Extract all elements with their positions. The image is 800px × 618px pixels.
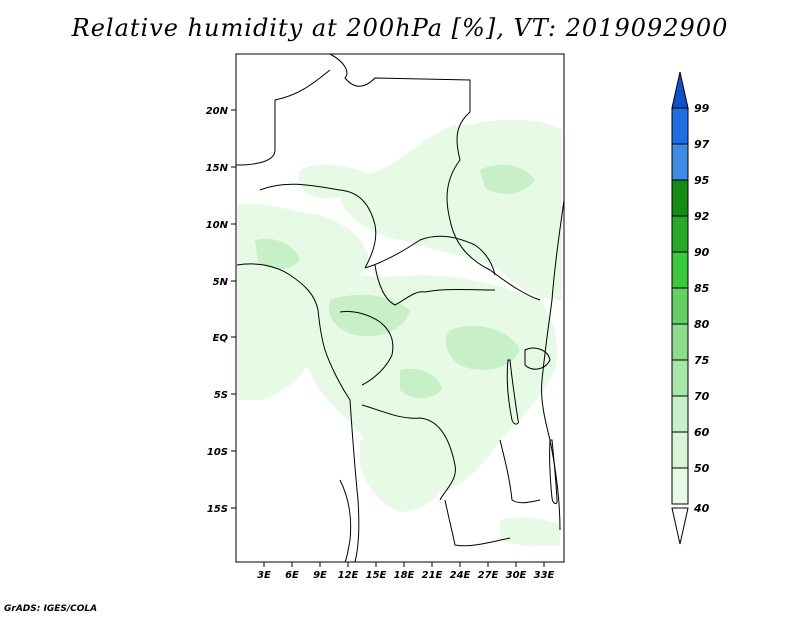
colorbar-bottom-arrow — [671, 507, 689, 545]
border-line-8 — [444, 499, 511, 547]
humidity-region-south — [360, 436, 443, 512]
humidity-core-4 — [480, 164, 535, 194]
colorbar-bin — [671, 467, 689, 505]
colorbar: 99 97 95 92 90 85 80 75 70 60 50 40 — [671, 71, 710, 545]
humidity-core-2 — [445, 326, 520, 370]
lon-label: 15E — [366, 570, 387, 581]
lon-label: 18E — [394, 570, 415, 581]
colorbar-bin — [671, 431, 689, 469]
border-line-4 — [364, 235, 496, 276]
colorbar-label: 85 — [694, 282, 710, 295]
humidity-field-mid — [255, 164, 535, 399]
colorbar-label: 75 — [694, 354, 710, 367]
colorbar-bin — [671, 323, 689, 361]
humidity-region-nw — [298, 164, 370, 199]
colorbar-bin — [671, 359, 689, 397]
lat-label: 20N — [206, 106, 229, 117]
border-line-10 — [499, 439, 541, 504]
border-line-1 — [329, 53, 541, 301]
border-line-5 — [374, 264, 496, 306]
colorbar-label: 50 — [694, 462, 710, 475]
colorbar-label: 40 — [693, 502, 710, 515]
colorbar-label: 99 — [694, 102, 710, 115]
lon-label: 30E — [506, 570, 527, 581]
humidity-region-north — [340, 119, 562, 300]
border-line-2 — [235, 69, 331, 166]
lake-malawi — [549, 439, 558, 504]
colorbar-bin — [671, 287, 689, 325]
humidity-region-southeast — [500, 517, 560, 547]
lon-label: 24E — [450, 570, 471, 581]
colorbar-label: 60 — [694, 426, 710, 439]
humidity-core-1 — [328, 294, 410, 337]
lake-tanganyika — [506, 359, 519, 425]
lat-label: EQ — [213, 333, 229, 344]
lon-axis: 3E 6E 9E 12E 15E 18E 21E 24E 27E 30E 33E — [257, 562, 555, 581]
lat-label: 5N — [213, 277, 229, 288]
grads-credit: GrADS: IGES/COLA — [4, 604, 98, 614]
coastline-west — [236, 263, 360, 563]
lat-label: 10S — [207, 447, 228, 458]
lon-label: 12E — [338, 570, 359, 581]
lon-label: 3E — [257, 570, 271, 581]
border-line-7 — [361, 404, 456, 501]
colorbar-bin — [671, 179, 689, 217]
colorbar-label: 92 — [694, 210, 710, 223]
lat-label: 15S — [207, 504, 228, 515]
chart-title: Relative humidity at 200hPa [%], VT: 201… — [71, 14, 729, 42]
lat-label: 5S — [214, 390, 228, 401]
colorbar-bin — [671, 251, 689, 289]
map-plot-area: 20N 15N 10N 5N EQ 5S 10S 15S 3E 6E 9E 12… — [206, 53, 565, 581]
lon-label: 27E — [478, 570, 499, 581]
colorbar-label: 95 — [694, 174, 710, 187]
lat-label: 10N — [206, 220, 229, 231]
border-line-9 — [339, 479, 352, 563]
colorbar-label: 90 — [694, 246, 710, 259]
lake-victoria — [524, 347, 551, 370]
colorbar-label: 70 — [694, 390, 710, 403]
colorbar-bin — [671, 143, 689, 181]
humidity-core-5 — [400, 368, 442, 399]
colorbar-label: 80 — [694, 318, 710, 331]
colorbar-label: 97 — [694, 138, 710, 151]
colorbar-top-arrow — [671, 71, 689, 109]
colorbar-bin — [671, 395, 689, 433]
border-line-3 — [259, 183, 377, 269]
lon-label: 6E — [285, 570, 299, 581]
humidity-core-3 — [255, 238, 300, 270]
border-line-6 — [339, 311, 394, 386]
lon-label: 9E — [313, 570, 327, 581]
lon-label: 33E — [534, 570, 555, 581]
colorbar-bin — [671, 107, 689, 145]
colorbar-bin — [671, 215, 689, 253]
lon-label: 21E — [422, 570, 443, 581]
lat-axis: 20N 15N 10N 5N EQ 5S 10S 15S — [206, 106, 236, 515]
country-borders — [235, 53, 565, 563]
lat-label: 15N — [206, 163, 229, 174]
